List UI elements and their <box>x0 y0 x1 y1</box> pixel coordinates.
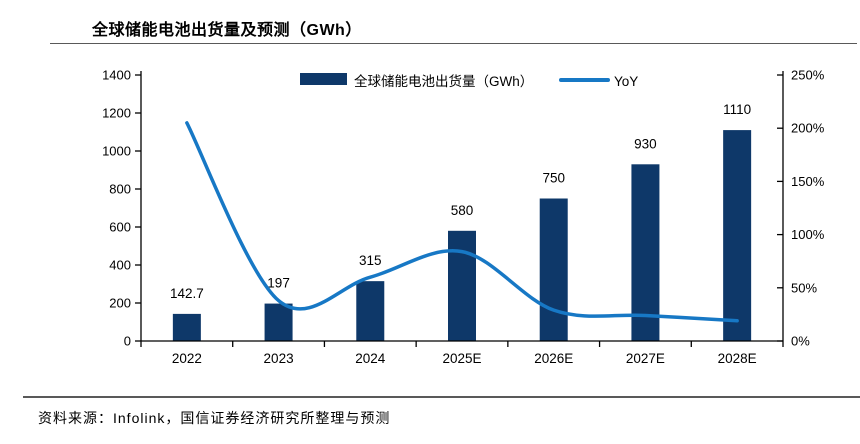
bar-value-label: 142.7 <box>170 286 204 301</box>
right-axis-tick-label: 50% <box>791 280 817 295</box>
page-title: 全球储能电池出货量及预测（GWh） <box>92 22 362 39</box>
title-divider <box>50 43 857 44</box>
bar-value-label: 750 <box>542 171 565 186</box>
right-axis-tick-label: 0% <box>791 334 810 349</box>
bar-2025E <box>448 230 476 341</box>
legend-line-label: YoY <box>614 74 638 89</box>
bar-2026E <box>539 198 568 341</box>
yoy-line <box>185 121 739 323</box>
left-axis-tick-label: 1400 <box>102 68 131 83</box>
bar-value-label: 197 <box>267 276 290 291</box>
left-axis-tick-label: 400 <box>109 258 131 273</box>
x-axis-category-label: 2024 <box>355 351 386 366</box>
source-divider <box>23 396 860 398</box>
bar-2024 <box>356 281 385 341</box>
left-axis-tick-label: 200 <box>109 296 131 311</box>
bar-2028E <box>723 130 752 341</box>
left-axis-tick-label: 0 <box>124 334 131 349</box>
x-axis-category-label: 2025E <box>442 351 481 366</box>
x-axis-category-label: 2026E <box>534 351 573 366</box>
left-axis-tick-label: 1000 <box>102 144 131 159</box>
right-axis-tick-label: 150% <box>791 174 825 189</box>
bar-2022 <box>172 313 201 341</box>
x-axis-category-label: 2022 <box>172 351 202 366</box>
x-axis-category-label: 2027E <box>626 351 665 366</box>
bar-value-label: 580 <box>451 203 474 218</box>
left-axis-tick-label: 800 <box>109 182 131 197</box>
legend-bar-swatch <box>300 73 347 85</box>
x-axis-category-label: 2023 <box>264 351 294 366</box>
bar-value-label: 1110 <box>723 102 751 117</box>
bar-2027E <box>631 164 660 341</box>
right-axis-tick-label: 250% <box>791 68 825 83</box>
bar-value-label: 930 <box>634 136 657 151</box>
left-axis-tick-label: 600 <box>109 220 131 235</box>
source-note: 资料来源：Infolink，国信证券经济研究所整理与预测 <box>38 410 391 426</box>
right-axis-tick-label: 200% <box>791 121 825 136</box>
x-axis-category-label: 2028E <box>718 351 757 366</box>
bar-value-label: 315 <box>359 253 382 268</box>
legend-bar-label: 全球储能电池出货量（GWh） <box>354 73 533 89</box>
bar-2023 <box>264 303 293 341</box>
left-axis-tick-label: 1200 <box>102 106 131 121</box>
right-axis-tick-label: 100% <box>791 227 825 242</box>
